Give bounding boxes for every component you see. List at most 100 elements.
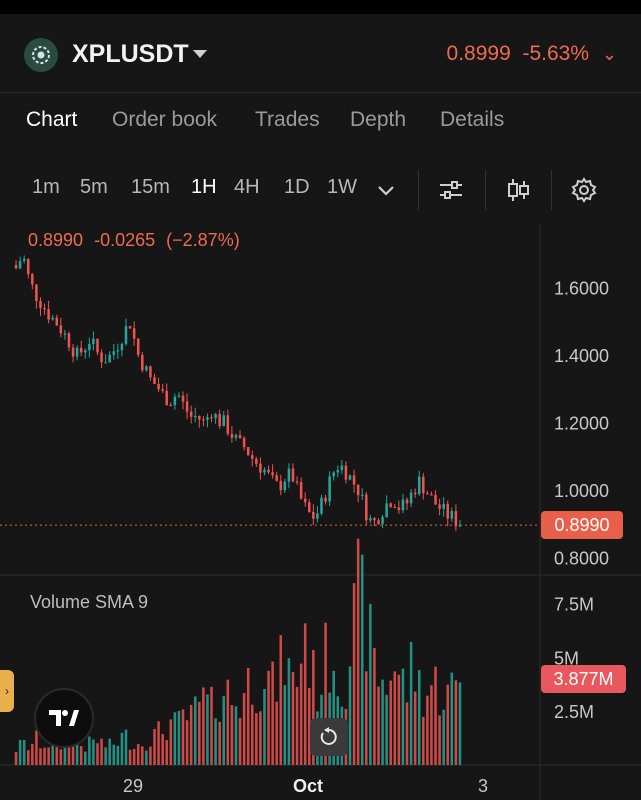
last-volume-tag: 3.877M bbox=[541, 665, 626, 693]
pair-name[interactable]: XPLUSDT bbox=[72, 40, 189, 68]
candle-body bbox=[14, 264, 18, 269]
candle-body bbox=[222, 415, 226, 427]
volume-bar bbox=[295, 686, 299, 765]
interval-1h[interactable]: 1H bbox=[191, 176, 217, 198]
candle-body bbox=[18, 261, 22, 269]
interval-1m[interactable]: 1m bbox=[32, 176, 60, 198]
price-axis: 1.6000 1.4000 1.2000 1.0000 0.8000 bbox=[554, 279, 609, 569]
candle-body bbox=[79, 347, 83, 353]
candle-body bbox=[356, 484, 360, 496]
candle-body bbox=[275, 475, 278, 481]
volume-bar bbox=[218, 721, 221, 765]
volume-bar bbox=[149, 746, 152, 765]
toolbar-separator bbox=[418, 170, 419, 210]
candle-body bbox=[149, 366, 152, 378]
gear-icon[interactable] bbox=[570, 176, 598, 204]
volume-bar bbox=[373, 647, 376, 765]
legend-change: -0.0265 bbox=[94, 230, 156, 250]
volume-bar bbox=[283, 685, 287, 765]
status-bar bbox=[0, 0, 641, 14]
interval-toolbar: 1m 5m 15m 1H 4H 1D 1W bbox=[0, 170, 641, 210]
tab-chart[interactable]: Chart bbox=[26, 108, 78, 131]
reset-icon bbox=[320, 727, 337, 745]
volume-bar bbox=[226, 679, 230, 765]
tab-trades[interactable]: Trades bbox=[255, 108, 320, 131]
candle-body bbox=[43, 308, 46, 310]
header-price: 0.8999 -5.63% bbox=[447, 42, 589, 66]
candle-body bbox=[426, 493, 429, 495]
candle-body bbox=[324, 497, 327, 502]
candle-body bbox=[136, 338, 140, 355]
volume-bar bbox=[352, 583, 356, 765]
volume-bar bbox=[79, 746, 83, 765]
volume-bar bbox=[26, 750, 30, 765]
interval-15m[interactable]: 15m bbox=[131, 176, 170, 198]
volume-bar bbox=[35, 730, 38, 765]
candle-body bbox=[22, 258, 26, 262]
volume-bar bbox=[120, 732, 124, 765]
interval-5m[interactable]: 5m bbox=[80, 176, 108, 198]
tab-depth[interactable]: Depth bbox=[350, 108, 407, 131]
volume-bar bbox=[263, 688, 266, 765]
volume-bar bbox=[275, 701, 278, 765]
volume-bar bbox=[92, 739, 95, 765]
interval-1w[interactable]: 1W bbox=[327, 176, 357, 198]
candle-body bbox=[328, 476, 331, 502]
volume-bar bbox=[165, 740, 168, 765]
expand-handle-icon[interactable]: › bbox=[0, 670, 14, 712]
volume-bar bbox=[259, 711, 262, 765]
pair-dropdown-icon[interactable] bbox=[193, 50, 207, 58]
volume-bar bbox=[409, 641, 413, 765]
candle-body bbox=[181, 395, 185, 402]
volume-bar bbox=[51, 739, 54, 765]
volume-bar bbox=[206, 694, 209, 765]
volume-bar bbox=[43, 747, 46, 765]
volume-bar bbox=[312, 649, 315, 765]
volume-bar bbox=[308, 688, 311, 765]
volume-bar bbox=[169, 719, 173, 765]
interval-4h[interactable]: 4H bbox=[234, 176, 260, 198]
tab-order-book[interactable]: Order book bbox=[112, 108, 218, 131]
volume-bar bbox=[389, 680, 392, 765]
candle-body bbox=[295, 481, 299, 483]
volume-bar bbox=[332, 670, 335, 765]
candle-body bbox=[438, 504, 441, 509]
candle-body bbox=[381, 517, 384, 524]
tab-details[interactable]: Details bbox=[440, 108, 505, 131]
volume-bar bbox=[385, 694, 388, 765]
candle-body bbox=[316, 513, 319, 519]
volume-bar bbox=[75, 742, 79, 765]
volume-bar bbox=[173, 712, 177, 765]
chevron-down-icon[interactable]: ⌄ bbox=[601, 44, 617, 64]
candle-body bbox=[397, 507, 401, 511]
candle-body bbox=[26, 258, 30, 275]
candle-body bbox=[145, 366, 148, 371]
price-tick-label: 1.2000 bbox=[554, 414, 609, 434]
candle-body bbox=[189, 411, 193, 417]
candle-body bbox=[401, 499, 405, 511]
volume-bar bbox=[67, 747, 71, 765]
candle-body bbox=[312, 512, 315, 519]
volume-bar bbox=[14, 752, 18, 765]
candles bbox=[14, 255, 462, 532]
sliders-icon[interactable] bbox=[437, 176, 465, 204]
candle-body bbox=[259, 463, 262, 473]
candle-body bbox=[185, 401, 189, 412]
candle-body bbox=[458, 525, 462, 527]
candle-body bbox=[67, 333, 71, 348]
candle-body bbox=[238, 435, 242, 439]
volume-bar bbox=[185, 720, 189, 765]
interval-1d[interactable]: 1D bbox=[284, 176, 310, 198]
volume-bar bbox=[442, 709, 445, 765]
candle-body bbox=[55, 317, 59, 326]
volume-bar bbox=[116, 745, 120, 765]
reset-chart-button[interactable] bbox=[310, 718, 348, 756]
candle-body bbox=[124, 326, 128, 344]
header-change: -5.63% bbox=[522, 42, 589, 65]
candle-body bbox=[157, 383, 160, 390]
volume-bar bbox=[112, 744, 116, 765]
chevron-down-icon[interactable] bbox=[372, 176, 400, 204]
candlestick-icon[interactable] bbox=[504, 176, 532, 204]
candle-body bbox=[417, 476, 421, 495]
